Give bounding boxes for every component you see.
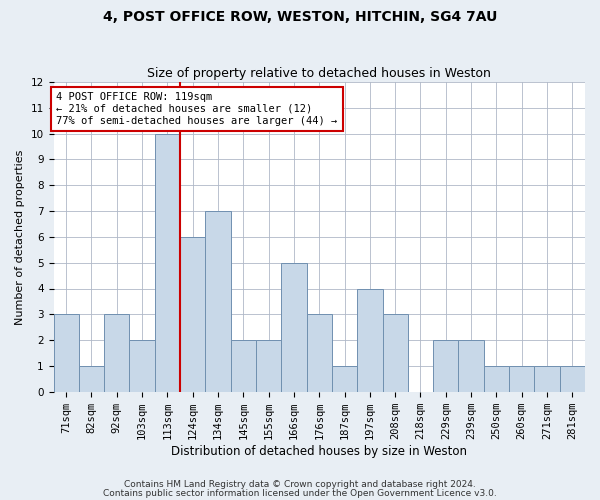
Bar: [79, 366, 104, 392]
Bar: [357, 288, 383, 392]
Bar: [53, 314, 79, 392]
Bar: [560, 366, 585, 392]
Bar: [307, 314, 332, 392]
Bar: [433, 340, 458, 392]
Bar: [509, 366, 535, 392]
Bar: [383, 314, 408, 392]
Bar: [281, 262, 307, 392]
Bar: [484, 366, 509, 392]
Bar: [458, 340, 484, 392]
Bar: [535, 366, 560, 392]
Text: Contains public sector information licensed under the Open Government Licence v3: Contains public sector information licen…: [103, 489, 497, 498]
Bar: [104, 314, 130, 392]
Bar: [256, 340, 281, 392]
Bar: [332, 366, 357, 392]
Text: 4 POST OFFICE ROW: 119sqm
← 21% of detached houses are smaller (12)
77% of semi-: 4 POST OFFICE ROW: 119sqm ← 21% of detac…: [56, 92, 337, 126]
Bar: [130, 340, 155, 392]
Bar: [180, 237, 205, 392]
Bar: [230, 340, 256, 392]
Text: 4, POST OFFICE ROW, WESTON, HITCHIN, SG4 7AU: 4, POST OFFICE ROW, WESTON, HITCHIN, SG4…: [103, 10, 497, 24]
Text: Contains HM Land Registry data © Crown copyright and database right 2024.: Contains HM Land Registry data © Crown c…: [124, 480, 476, 489]
Bar: [205, 211, 230, 392]
X-axis label: Distribution of detached houses by size in Weston: Distribution of detached houses by size …: [171, 444, 467, 458]
Title: Size of property relative to detached houses in Weston: Size of property relative to detached ho…: [148, 66, 491, 80]
Bar: [155, 134, 180, 392]
Y-axis label: Number of detached properties: Number of detached properties: [15, 149, 25, 324]
